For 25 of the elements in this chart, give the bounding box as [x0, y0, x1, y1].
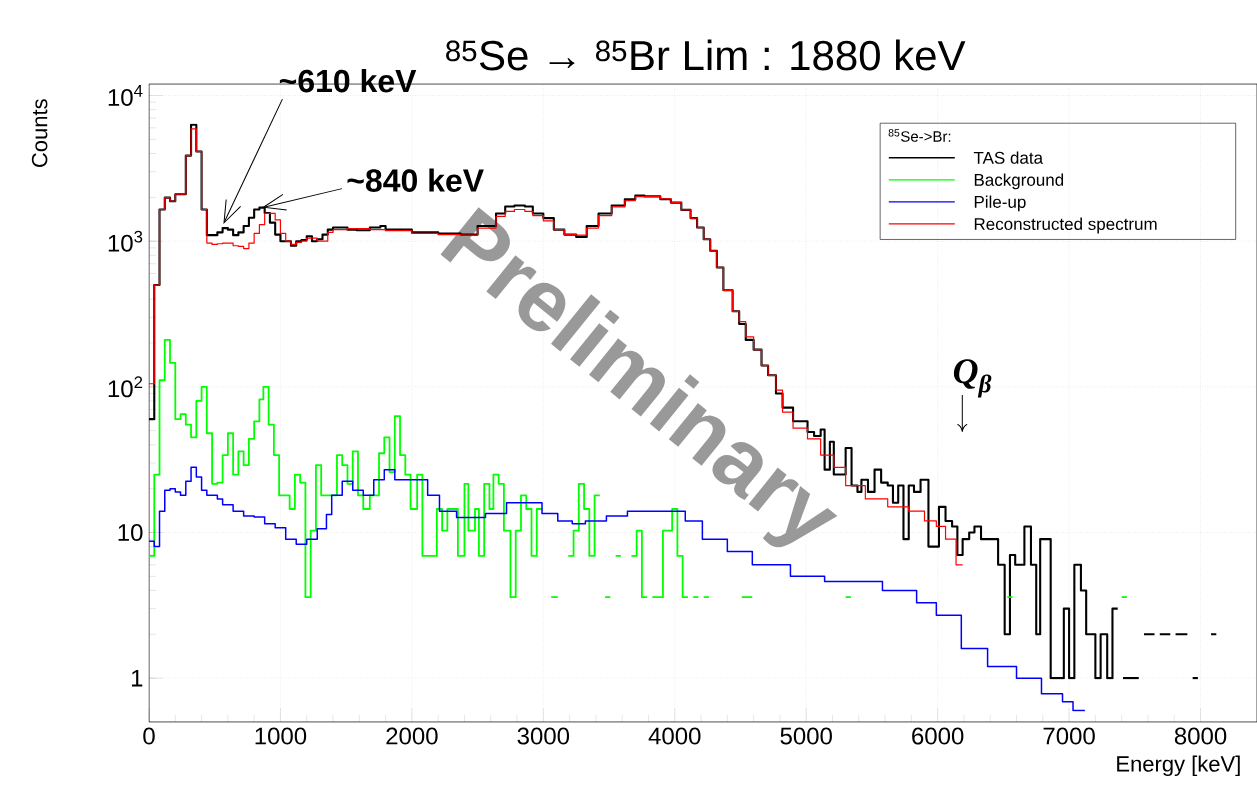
x-tick-label: 8000	[1174, 727, 1227, 745]
x-tick-label: 4000	[648, 727, 701, 745]
x-tick-label: 2000	[386, 727, 438, 745]
y-tick-label: 10$^{2}$	[108, 376, 143, 398]
x-tick-label: 1000	[255, 727, 307, 745]
x-tick-label: 7000	[1043, 727, 1095, 745]
x-tick-label: 0	[143, 727, 155, 745]
legend-label: Pile-up	[974, 195, 1026, 212]
legend-label: Reconstructed spectrum	[974, 217, 1157, 234]
chart-title: $^{85}$Se → $^{85}$Br Lim : 1880 keV	[446, 39, 966, 71]
annotation: ~840 keV	[347, 168, 484, 192]
y-tick-label: 1	[131, 669, 143, 687]
legend-title: $^{85}$Se->Br:	[888, 129, 951, 142]
y-tick-label: 10	[118, 524, 143, 541]
y-tick-label: 10$^{3}$	[108, 230, 143, 252]
legend-label: TAS data	[973, 151, 1044, 164]
x-axis-title: Energy [keV]	[1117, 755, 1240, 777]
annotation: ~610 keV	[279, 68, 417, 93]
y-axis-title: Counts	[31, 99, 48, 167]
x-tick-label: 6000	[912, 727, 964, 745]
y-tick-label: 10$^{4}$	[108, 85, 143, 106]
annotation: Q$_{β}$	[953, 359, 992, 398]
x-tick-label: 5000	[780, 727, 832, 745]
x-tick-label: 3000	[517, 727, 570, 745]
legend-label: Background	[974, 173, 1064, 190]
